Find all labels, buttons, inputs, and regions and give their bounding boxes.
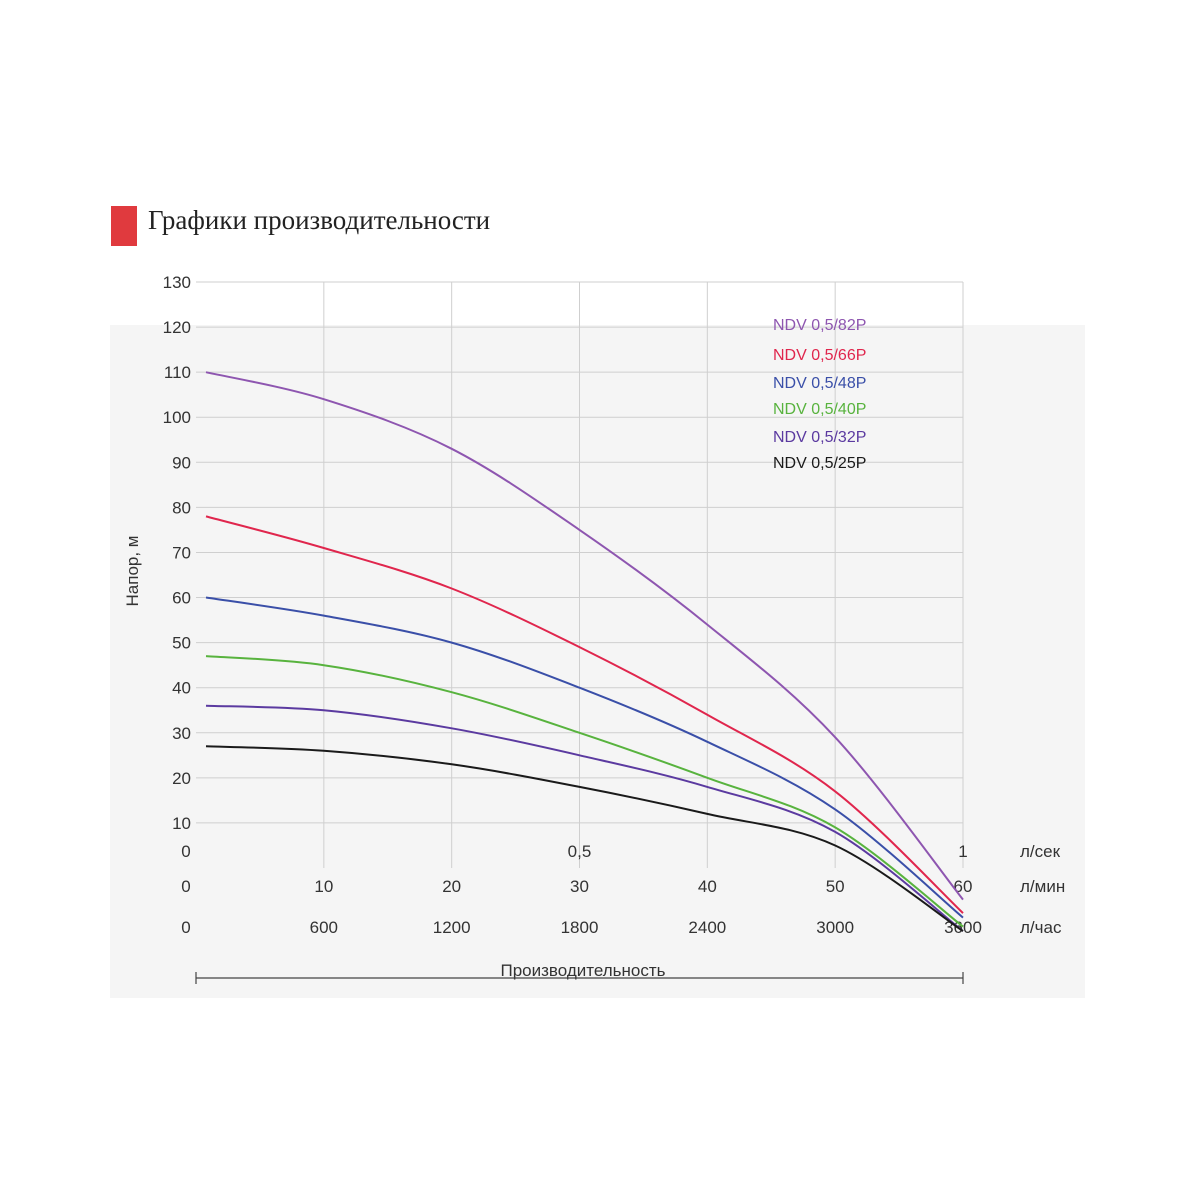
series-line	[205, 371, 964, 901]
x-tick-label: 30	[570, 877, 589, 896]
y-axis-label: Напор, м	[123, 536, 142, 607]
y-tick-label: 10	[172, 814, 191, 833]
y-tick-label: 20	[172, 769, 191, 788]
y-tick-label: 130	[163, 273, 191, 292]
legend-entry: NDV 0,5/66P	[773, 347, 866, 364]
legend-entry: NDV 0,5/82P	[773, 317, 866, 334]
y-tick-label: 90	[172, 453, 191, 472]
y-tick-label: 60	[172, 589, 191, 608]
y-tick-label: 50	[172, 634, 191, 653]
x-tick-label: 1	[958, 842, 967, 861]
series-line	[205, 515, 964, 914]
x-axes: 0 0,5 1 л/сек 0 10 20 30 40 50 60 л/мин 0 600 1200 1800…	[181, 842, 1065, 937]
legend-entry: NDV 0,5/40P	[773, 401, 866, 418]
x-axis-unit: л/мин	[1020, 877, 1065, 896]
y-tick-label: 30	[172, 724, 191, 743]
x-tick-label: 10	[314, 877, 333, 896]
x-tick-label: 0,5	[568, 842, 592, 861]
legend-entry: NDV 0,5/32P	[773, 429, 866, 446]
x-tick-label: 0	[181, 918, 190, 937]
series-line	[205, 596, 964, 919]
legend: NDV 0,5/82P NDV 0,5/66P NDV 0,5/48P NDV 0,5…	[773, 317, 866, 472]
x-tick-label: 600	[310, 918, 338, 937]
y-tick-label: 70	[172, 543, 191, 562]
x-axis-label: Производительность	[500, 961, 665, 980]
x-tick-label: 20	[442, 877, 461, 896]
series-line	[205, 704, 964, 932]
series-lines	[205, 371, 964, 932]
legend-entry: NDV 0,5/48P	[773, 375, 866, 392]
legend-entry: NDV 0,5/25P	[773, 455, 866, 472]
x-tick-label: 3000	[816, 918, 854, 937]
y-tick-label: 100	[163, 408, 191, 427]
x-tick-label: 1800	[561, 918, 599, 937]
series-line	[205, 745, 964, 932]
x-tick-label: 0	[181, 877, 190, 896]
x-tick-label: 1200	[433, 918, 471, 937]
x-axis-bracket: Производительность	[195, 961, 964, 984]
y-tick-label: 40	[172, 679, 191, 698]
y-tick-label: 80	[172, 498, 191, 517]
x-tick-label: 60	[954, 877, 973, 896]
y-tick-label: 110	[164, 363, 191, 382]
y-tick-label: 120	[163, 318, 191, 337]
header-marker	[111, 206, 137, 246]
x-tick-label: 50	[826, 877, 845, 896]
y-axis-ticks: 130 120 110 100 90 80 70 60 50 40 30 20 10	[163, 273, 191, 833]
x-axis-unit: л/сек	[1020, 842, 1061, 861]
page-title: Графики производительности	[148, 205, 491, 235]
x-tick-label: 2400	[688, 918, 726, 937]
grid	[196, 281, 964, 868]
series-line	[205, 655, 964, 928]
x-tick-label: 0	[181, 842, 190, 861]
plot-background	[110, 325, 1085, 998]
x-axis-unit: л/час	[1020, 918, 1062, 937]
x-tick-label: 40	[698, 877, 717, 896]
